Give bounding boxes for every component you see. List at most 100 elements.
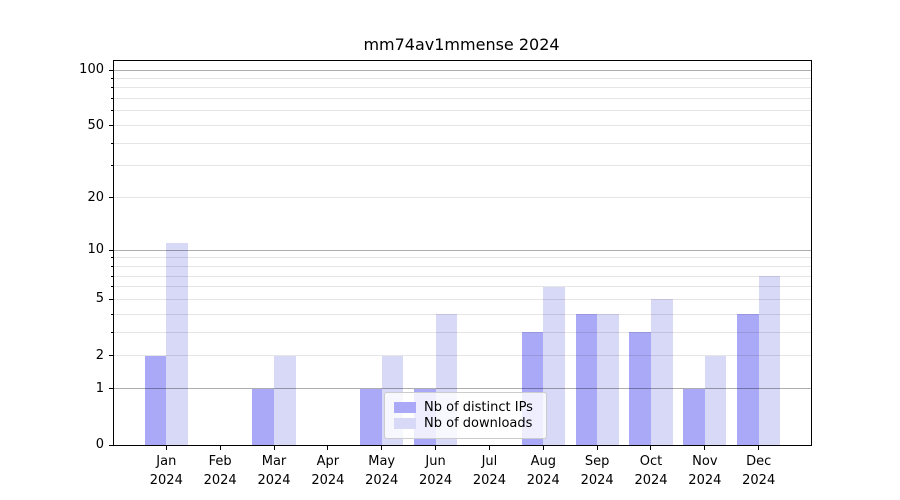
bar-downloads [704,355,727,445]
plot-area: 0 1 2 5 10 20 50 100 Jan 2024 Feb 2024 Mar 2024 Apr 20… [79,60,812,488]
bar-downloads [274,355,296,445]
y-axis-tick-mark [109,388,113,390]
bar-distinct-ips [252,388,274,445]
x-axis-tick-mark [327,446,329,450]
y-axis-tick-mark [109,355,113,357]
legend-label-distinct-ips: Nb of distinct IPs [424,400,533,415]
x-axis-tick-mark [219,446,221,450]
legend-row-distinct-ips: Nb of distinct IPs [394,400,537,415]
x-tick-month: Oct [639,454,663,469]
x-axis-tick-mark [704,446,706,450]
x-axis-tick-mark [542,446,544,450]
minor-gridline [114,142,811,144]
y-axis-tick-label: 0 [95,437,104,452]
y-axis-tick-mark [109,69,113,71]
y-axis-minor-tick-mark [111,257,113,259]
x-axis-tick-label: Feb 2024 [188,452,252,490]
y-axis-minor-tick-mark [111,98,113,100]
x-axis-tick-label: Sep 2024 [565,452,629,490]
minor-gridline [114,265,811,267]
x-tick-year: 2024 [311,473,345,488]
y-axis-tick-label: 100 [79,62,104,77]
y-axis-tick-mark [109,444,113,446]
bar-downloads [650,299,673,445]
minor-gridline [114,313,811,315]
x-tick-year: 2024 [149,473,183,488]
y-axis-tick-label: 5 [95,291,104,307]
x-tick-month: Mar [261,454,287,469]
y-axis-minor-tick-mark [111,87,113,89]
x-axis-tick-label: Nov 2024 [673,452,737,490]
x-axis-tick-mark [596,446,598,450]
x-tick-month: Feb [208,454,232,469]
bar-downloads [758,276,781,445]
x-axis-tick-mark [650,446,652,450]
x-axis-tick-mark [273,446,275,450]
legend-swatch-distinct-ips [394,402,416,413]
y-axis-minor-tick-mark [111,313,113,315]
bar-distinct-ips [144,355,167,445]
x-axis-tick-label: Mar 2024 [242,452,306,490]
bar-distinct-ips [575,314,598,445]
y-axis-minor-tick-mark [111,265,113,267]
major-gridline [114,249,811,251]
minor-gridline [114,165,811,167]
bar-distinct-ips [360,388,382,445]
minor-gridline [114,98,811,100]
x-tick-month: Jul [481,454,498,469]
minor-gridline [114,275,811,277]
y-axis-tick-mark [109,125,113,127]
y-axis-tick-label: 2 [95,347,104,363]
x-tick-month: May [368,454,396,469]
x-axis-tick-label: Jul 2024 [457,452,521,490]
minor-gridline [114,355,811,357]
minor-gridline [114,125,811,127]
x-tick-month: Jan [156,454,177,469]
x-axis-tick-label: Dec 2024 [727,452,791,490]
x-tick-year: 2024 [526,473,560,488]
x-tick-year: 2024 [203,473,237,488]
x-tick-month: Sep [584,454,610,469]
x-axis-tick-mark [165,446,167,450]
y-axis-minor-tick-mark [111,165,113,167]
y-axis-tick-label: 50 [87,117,104,133]
x-axis-tick-label: Oct 2024 [619,452,683,490]
x-tick-year: 2024 [472,473,506,488]
y-axis-minor-tick-mark [111,275,113,277]
minor-gridline [114,331,811,333]
x-tick-year: 2024 [634,473,668,488]
minor-gridline [114,197,811,199]
legend: Nb of distinct IPs Nb of downloads [384,392,547,439]
x-axis-tick-mark [758,446,760,450]
x-tick-year: 2024 [365,473,399,488]
y-axis-tick-label: 1 [95,380,104,396]
y-axis-tick-label: 20 [87,189,104,205]
minor-gridline [114,286,811,288]
minor-gridline [114,257,811,259]
y-axis-minor-tick-mark [111,110,113,112]
x-tick-month: Aug [530,454,556,469]
x-tick-year: 2024 [580,473,614,488]
minor-gridline [114,110,811,112]
chart-title: mm74av1mmense 2024 [363,35,560,54]
minor-gridline [114,298,811,300]
major-gridline [114,388,811,390]
x-axis-tick-mark [488,446,490,450]
bar-distinct-ips [629,332,651,445]
bar-downloads [597,314,619,445]
minor-gridline [114,77,811,79]
legend-swatch-downloads [394,418,416,429]
legend-row-downloads: Nb of downloads [394,416,537,431]
x-tick-month: Apr [316,454,340,469]
bar-distinct-ips [683,388,705,445]
y-axis-minor-tick-mark [111,77,113,79]
x-tick-year: 2024 [419,473,453,488]
x-axis-tick-label: Aug 2024 [511,452,575,490]
y-axis-minor-tick-mark [111,142,113,144]
bar-downloads [543,286,565,445]
bar-distinct-ips [737,314,759,445]
x-tick-month: Nov [692,454,718,469]
y-axis-tick-mark [109,197,113,199]
y-axis-minor-tick-mark [111,331,113,333]
